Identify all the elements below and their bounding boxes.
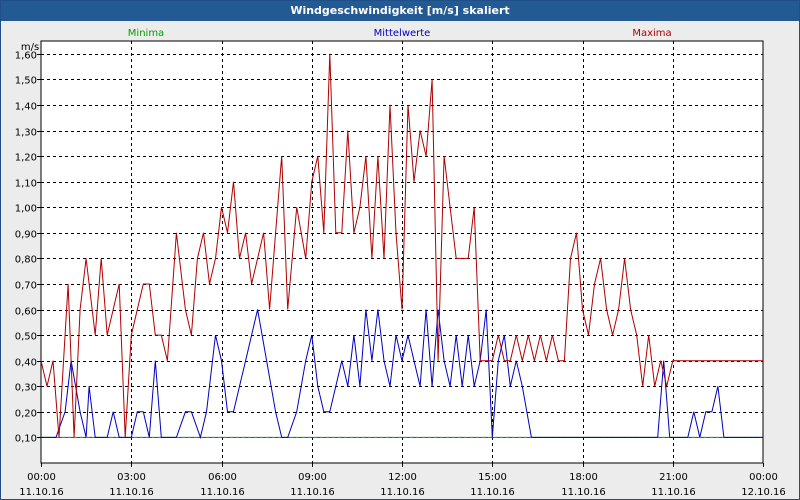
- x-tick-time-label: 03:00: [117, 472, 146, 483]
- y-tick-label: 0,40: [15, 358, 37, 369]
- x-tick-time-label: 18:00: [569, 472, 598, 483]
- y-tick-label: 0,20: [15, 409, 37, 420]
- x-tick-date-label: 11.10.16: [561, 487, 606, 498]
- x-tick-time-label: 09:00: [298, 472, 327, 483]
- y-tick-label: 1,50: [15, 76, 37, 87]
- legend-minima: Minima: [128, 28, 164, 39]
- series-group: [40, 53, 763, 440]
- y-tick-label: 0,80: [15, 255, 37, 266]
- wind-speed-chart: 0,10 0,20 0,30 0,40 0,50 0,60 0,70 0,80 0,90 1,00…: [15, 28, 786, 498]
- y-tick-label: 0,90: [15, 230, 37, 241]
- y-tick-label: 1,60: [15, 51, 37, 62]
- window-title: Windgeschwindigkeit [m/s] skaliert: [1, 1, 799, 21]
- y-tick-label: 1,20: [15, 153, 37, 164]
- y-tick-label: 1,00: [15, 204, 37, 215]
- y-tick-label: 0,10: [15, 434, 37, 445]
- y-tick-label: 1,30: [15, 128, 37, 139]
- x-tick-date-label: 11.10.16: [651, 487, 696, 498]
- y-tick-label: 0,30: [15, 383, 37, 394]
- x-tick-time-label: 00:00: [749, 472, 778, 483]
- x-tick-date-label: 11.10.16: [290, 487, 335, 498]
- x-tick-date-label: 12.10.16: [741, 487, 786, 498]
- legend-maxima: Maxima: [632, 28, 671, 39]
- y-tick-label: 0,70: [15, 281, 37, 292]
- y-tick-label: 0,60: [15, 307, 37, 318]
- legend-mittelwerte: Mittelwerte: [374, 28, 431, 39]
- x-tick-time-label: 15:00: [478, 472, 507, 483]
- x-tick-time-label: 21:00: [659, 472, 688, 483]
- y-tick-label: 1,10: [15, 179, 37, 190]
- x-tick-date-label: 11.10.16: [470, 487, 515, 498]
- series-mittelwerte-line: [41, 309, 763, 440]
- x-axis: 00:00 11.10.16 03:00 11.10.16 06:00 11.10.16 0…: [19, 463, 786, 498]
- y-tick-label: 0,50: [15, 332, 37, 343]
- x-tick-time-label: 12:00: [388, 472, 417, 483]
- series-maxima-line: [40, 53, 763, 438]
- x-tick-date-label: 11.10.16: [380, 487, 425, 498]
- y-tick-label: 1,40: [15, 102, 37, 113]
- x-tick-time-label: 00:00: [27, 472, 56, 483]
- y-axis-label: m/s: [21, 42, 39, 53]
- x-tick-date-label: 11.10.16: [19, 487, 64, 498]
- x-tick-time-label: 06:00: [208, 472, 237, 483]
- x-tick-date-label: 11.10.16: [200, 487, 245, 498]
- x-tick-date-label: 11.10.16: [109, 487, 154, 498]
- y-axis: 0,10 0,20 0,30 0,40 0,50 0,60 0,70 0,80 0,90 1,00…: [15, 51, 41, 445]
